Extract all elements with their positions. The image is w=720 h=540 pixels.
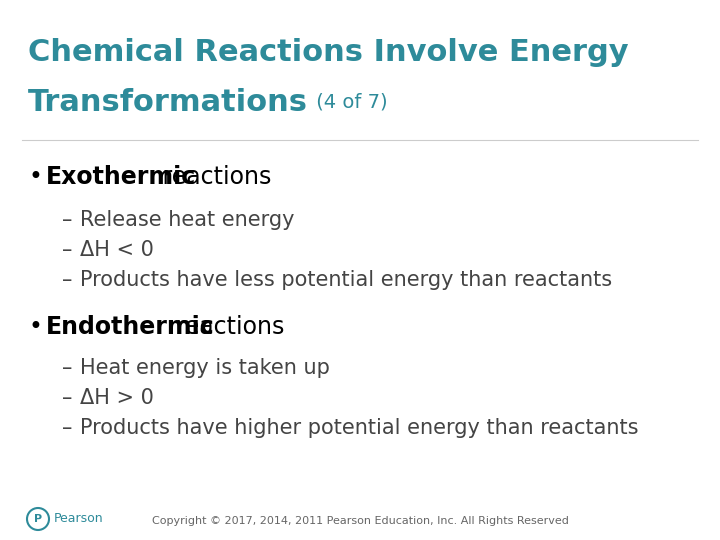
Text: –: – (62, 240, 73, 260)
Text: Chemical Reactions Involve Energy: Chemical Reactions Involve Energy (28, 38, 629, 67)
Text: –: – (62, 388, 73, 408)
Text: (4 of 7): (4 of 7) (310, 93, 387, 112)
Text: Endothermic: Endothermic (46, 315, 215, 339)
Text: –: – (62, 418, 73, 438)
Text: Release heat energy: Release heat energy (80, 210, 294, 230)
Text: –: – (62, 358, 73, 378)
Text: •: • (28, 165, 42, 189)
Text: Products have higher potential energy than reactants: Products have higher potential energy th… (80, 418, 639, 438)
Text: P: P (34, 514, 42, 524)
Text: –: – (62, 210, 73, 230)
Text: Exothermic: Exothermic (46, 165, 197, 189)
Text: ΔH > 0: ΔH > 0 (80, 388, 154, 408)
Circle shape (27, 508, 49, 530)
Text: ΔH < 0: ΔH < 0 (80, 240, 154, 260)
Text: Heat energy is taken up: Heat energy is taken up (80, 358, 330, 378)
Text: –: – (62, 270, 73, 290)
Text: •: • (28, 315, 42, 339)
Text: Pearson: Pearson (54, 512, 104, 525)
Text: Products have less potential energy than reactants: Products have less potential energy than… (80, 270, 612, 290)
Text: reactions: reactions (168, 315, 284, 339)
Text: reactions: reactions (155, 165, 271, 189)
Text: Copyright © 2017, 2014, 2011 Pearson Education, Inc. All Rights Reserved: Copyright © 2017, 2014, 2011 Pearson Edu… (152, 516, 568, 526)
Text: Transformations: Transformations (28, 88, 308, 117)
